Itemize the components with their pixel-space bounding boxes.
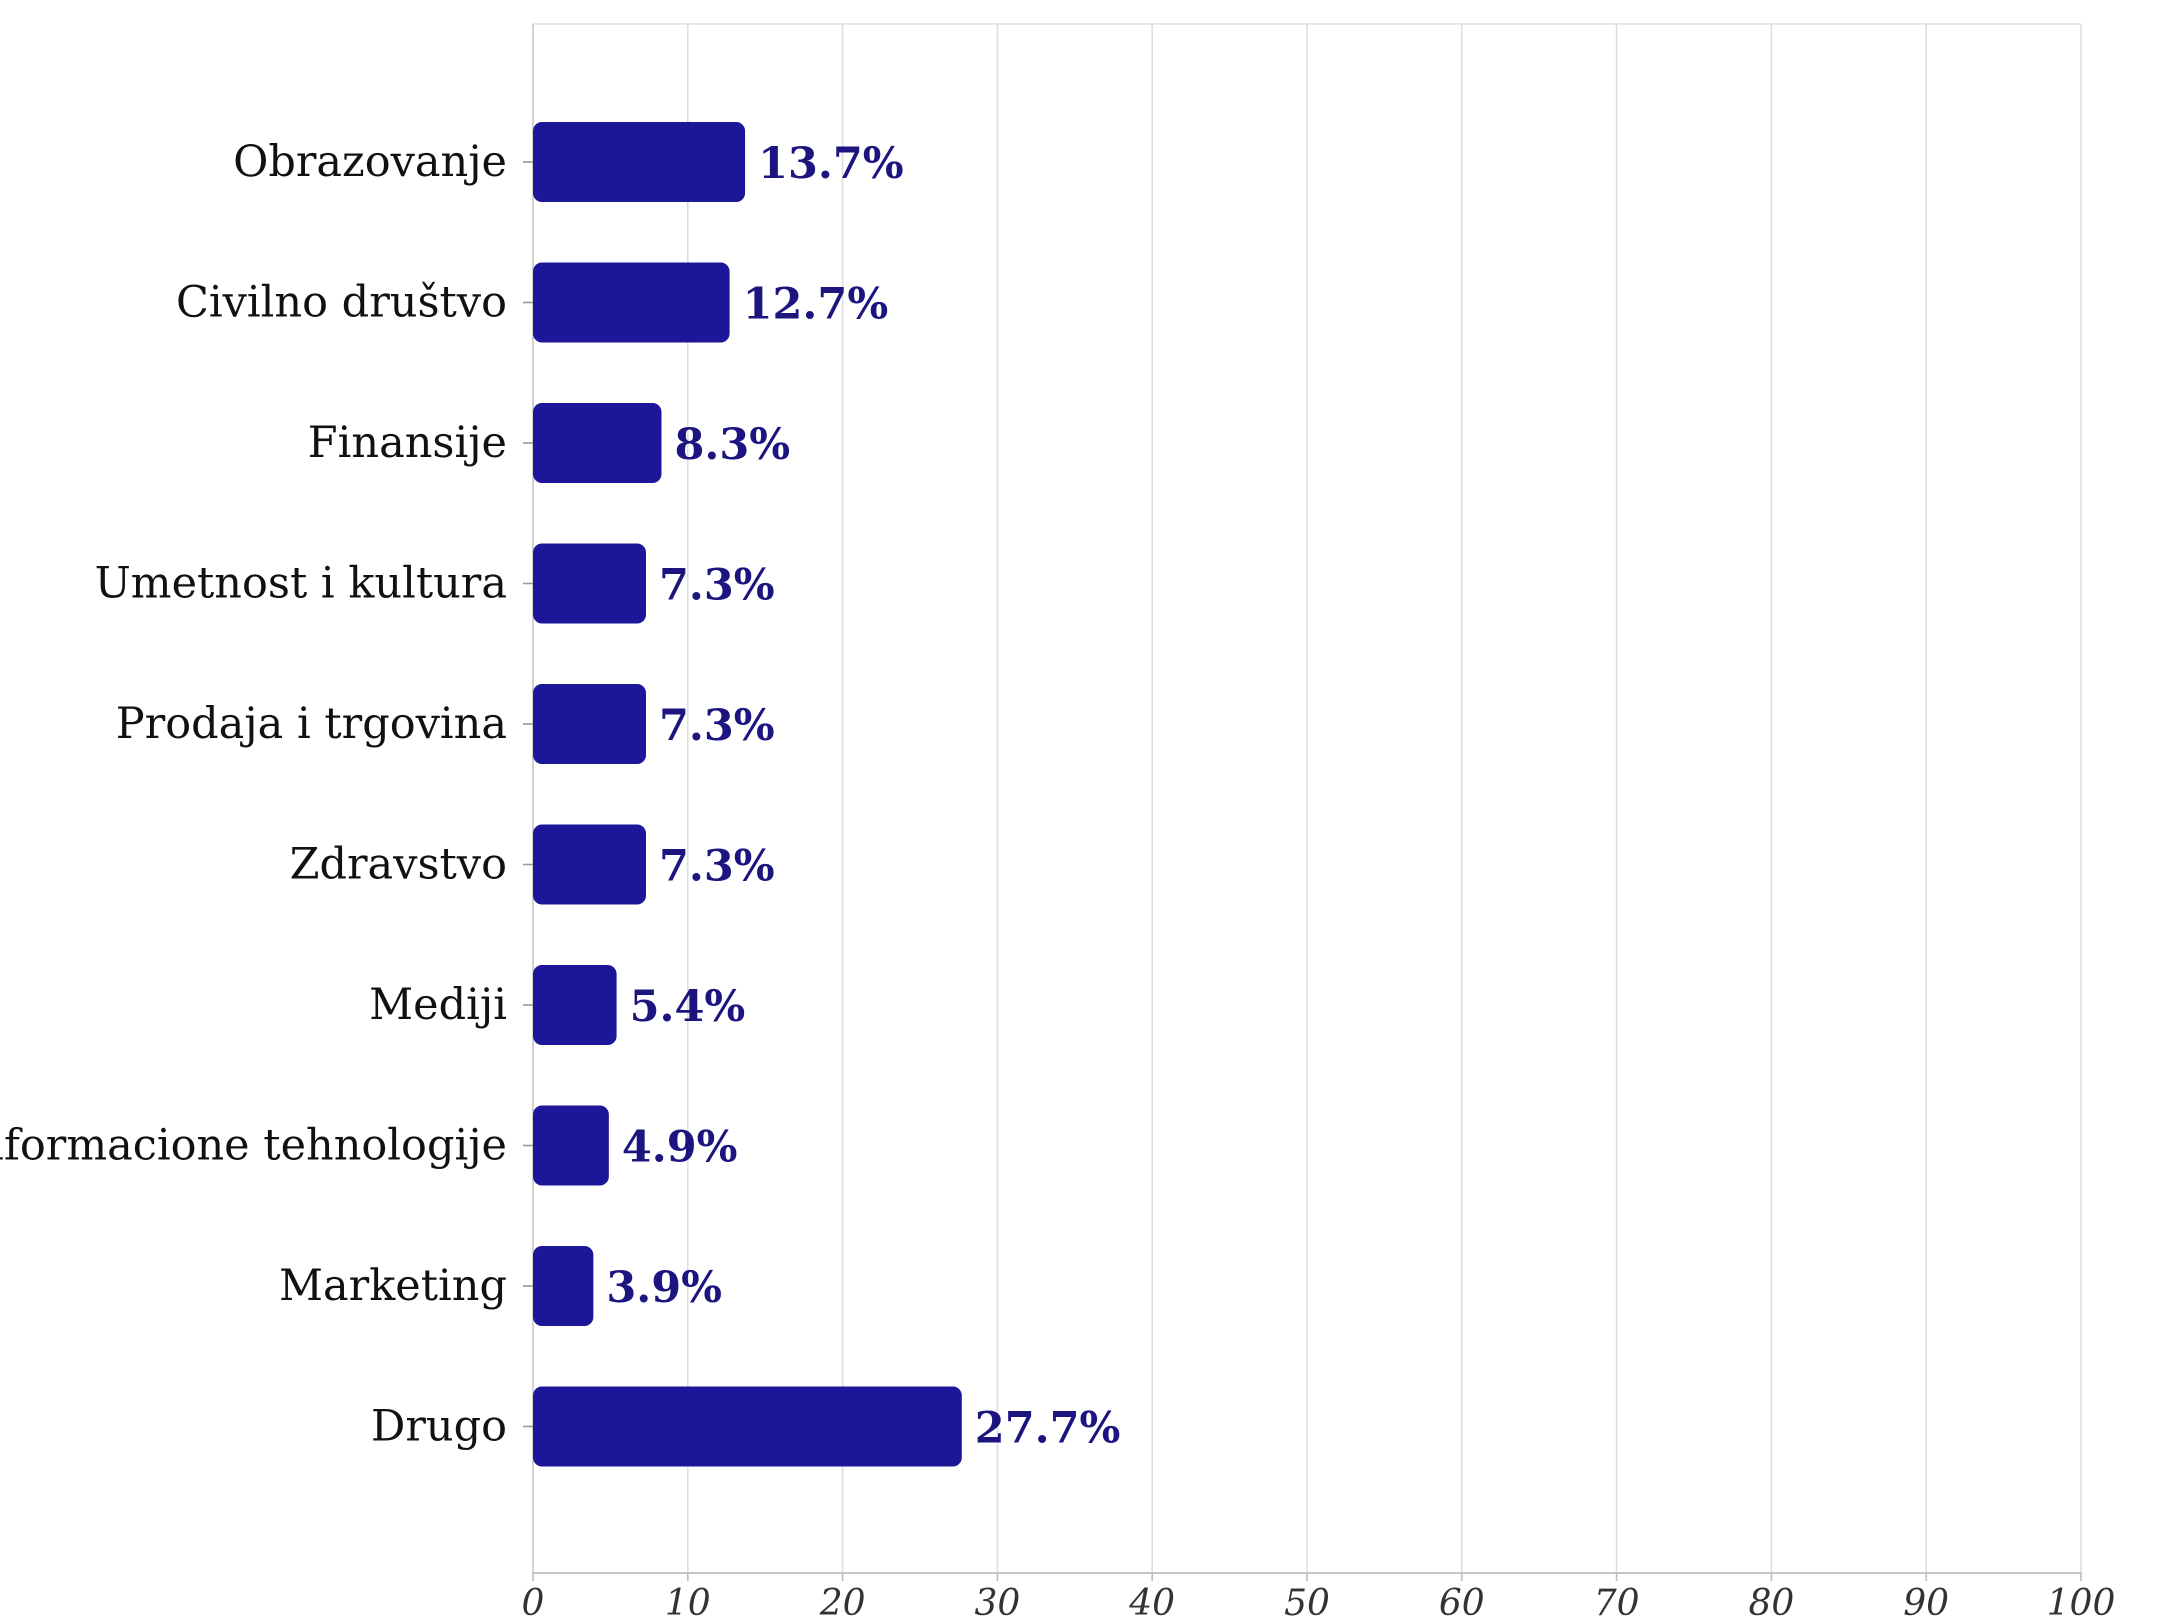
category-label-0: Obrazovanje xyxy=(233,137,507,187)
x-tick-label-6: 60 xyxy=(1439,1583,1485,1621)
value-label-2: 8.3% xyxy=(674,420,790,470)
value-label-1: 12.7% xyxy=(743,280,889,330)
category-label-4: Prodaja i trgovina xyxy=(116,699,507,749)
bar-0 xyxy=(533,122,746,202)
grid-lines xyxy=(532,23,2082,1573)
value-label-3: 7.3% xyxy=(659,561,775,611)
bar-2 xyxy=(533,403,662,483)
bar-7 xyxy=(533,1105,609,1186)
category-label-6: Mediji xyxy=(369,980,507,1030)
x-tick-label-8: 80 xyxy=(1748,1583,1794,1621)
x-tick-label-4: 40 xyxy=(1128,1583,1175,1621)
axes: 0 10 20 30 40 50 60 70 80 90 100 xyxy=(522,24,2116,1621)
x-tick-label-0: 0 xyxy=(522,1583,545,1621)
bar-8 xyxy=(533,1246,594,1326)
bar-3 xyxy=(533,543,647,624)
category-label-7: Informacione tehnologije xyxy=(0,1121,507,1171)
value-label-4: 7.3% xyxy=(659,701,775,751)
value-label-8: 3.9% xyxy=(606,1263,722,1313)
bars xyxy=(533,122,962,1467)
category-label-2: Finansije xyxy=(308,418,507,468)
category-label-8: Marketing xyxy=(279,1261,507,1311)
bar-6 xyxy=(533,965,617,1045)
value-label-9: 27.7% xyxy=(975,1404,1121,1454)
value-label-7: 4.9% xyxy=(622,1123,738,1173)
bar-9 xyxy=(533,1386,962,1467)
x-tick-label-7: 70 xyxy=(1594,1583,1640,1621)
bar-4 xyxy=(533,684,647,764)
value-label-0: 13.7% xyxy=(758,139,904,189)
x-tick-label-1: 10 xyxy=(665,1583,711,1621)
bar-1 xyxy=(533,262,730,343)
labels: Obrazovanje 13.7% Civilno društvo 12.7% Fina… xyxy=(0,137,1120,1454)
value-label-5: 7.3% xyxy=(659,842,775,892)
category-label-3: Umetnost i kultura xyxy=(95,559,507,609)
value-label-6: 5.4% xyxy=(630,982,746,1032)
x-tick-label-5: 50 xyxy=(1284,1583,1330,1621)
category-label-1: Civilno društvo xyxy=(176,278,507,328)
x-tick-label-3: 30 xyxy=(974,1583,1020,1621)
bar-5 xyxy=(533,824,647,905)
x-tick-label-9: 90 xyxy=(1903,1583,1949,1621)
x-tick-label-2: 20 xyxy=(819,1583,866,1621)
category-label-9: Drugo xyxy=(371,1402,507,1452)
category-label-5: Zdravstvo xyxy=(290,840,507,890)
x-tick-label-10: 100 xyxy=(2047,1583,2116,1621)
